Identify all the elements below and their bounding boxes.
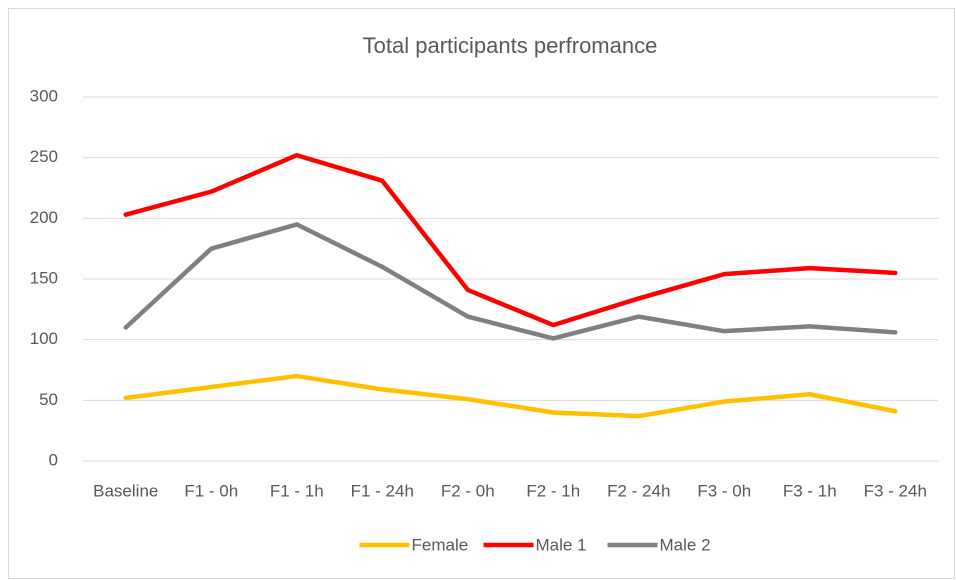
series-line — [123, 152, 898, 328]
y-tick-label: 100 — [30, 329, 58, 348]
series-line — [123, 373, 898, 419]
series-line — [123, 222, 898, 341]
y-tick-label: 200 — [30, 208, 58, 227]
y-tick-label: 300 — [30, 86, 58, 105]
legend-label: Male 1 — [536, 535, 587, 554]
x-tick-label: F2 - 0h — [441, 481, 495, 500]
y-tick-label: 150 — [30, 268, 58, 287]
x-tick-label: F3 - 24h — [864, 481, 927, 500]
x-tick-label: F2 - 24h — [607, 481, 670, 500]
legend-label: Male 2 — [660, 535, 711, 554]
x-tick-label: F1 - 0h — [184, 481, 238, 500]
y-tick-label: 0 — [49, 450, 58, 469]
y-tick-label: 250 — [30, 147, 58, 166]
x-tick-label: F1 - 1h — [270, 481, 324, 500]
legend-label: Female — [412, 535, 469, 554]
chart-title: Total participants perfromance — [363, 33, 658, 58]
x-tick-label: F1 - 24h — [351, 481, 414, 500]
x-tick-label: F3 - 0h — [697, 481, 751, 500]
x-tick-label: F3 - 1h — [783, 481, 837, 500]
x-tick-label: F2 - 1h — [526, 481, 580, 500]
x-tick-label: Baseline — [93, 481, 158, 500]
y-tick-label: 50 — [39, 390, 58, 409]
